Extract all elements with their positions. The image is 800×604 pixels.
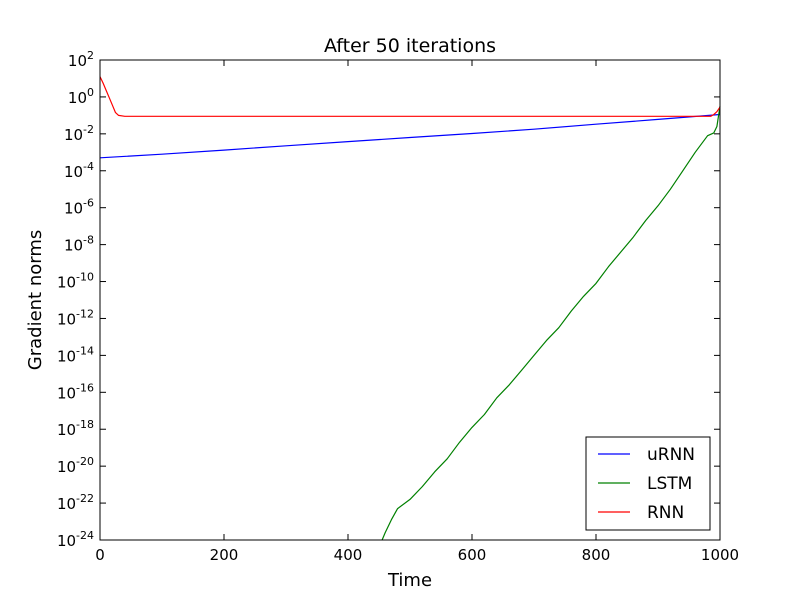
series-line-lstm [381, 106, 721, 541]
series-lines [99, 76, 721, 541]
y-tick-label: 10-2 [64, 123, 94, 144]
y-tick-label: 10-10 [57, 271, 94, 292]
legend: uRNN LSTM RNN [585, 436, 711, 531]
legend-label-urnn: uRNN [647, 445, 695, 465]
y-tick-label: 10-6 [64, 197, 94, 218]
x-tick-label: 200 [210, 546, 239, 564]
y-tick-label: 10-24 [57, 529, 94, 550]
plot-frame [99, 59, 721, 541]
y-tick-label: 10-4 [64, 160, 94, 181]
y-tick-label: 10-8 [64, 234, 94, 255]
x-tick-label: 0 [95, 546, 105, 564]
x-tick-label: 600 [458, 546, 487, 564]
series-line-rnn [99, 76, 721, 117]
series-line-urnn [99, 113, 721, 159]
x-tick-label: 800 [582, 546, 611, 564]
y-tick-label: 102 [68, 49, 94, 70]
y-tick-label: 10-16 [57, 381, 94, 402]
chart-title: After 50 iterations [324, 35, 496, 57]
y-tick-label: 100 [68, 86, 94, 107]
legend-label-lstm: LSTM [647, 474, 692, 494]
legend-label-rnn: RNN [647, 503, 684, 523]
y-axis-label: Gradient norms [25, 230, 46, 370]
x-tick-label: 400 [334, 546, 363, 564]
y-tick-label: 10-12 [57, 307, 94, 328]
y-tick-label: 10-18 [57, 418, 94, 439]
axis-ticks: 0 200 400 600 800 1000 102 100 10-2 10-4 10-6 10-8 1… [57, 49, 739, 564]
y-tick-label: 10-14 [57, 344, 94, 365]
y-tick-label: 10-20 [57, 455, 94, 476]
x-axis-label: Time [387, 570, 432, 591]
x-tick-label: 1000 [701, 546, 739, 564]
y-tick-label: 10-22 [57, 492, 94, 513]
